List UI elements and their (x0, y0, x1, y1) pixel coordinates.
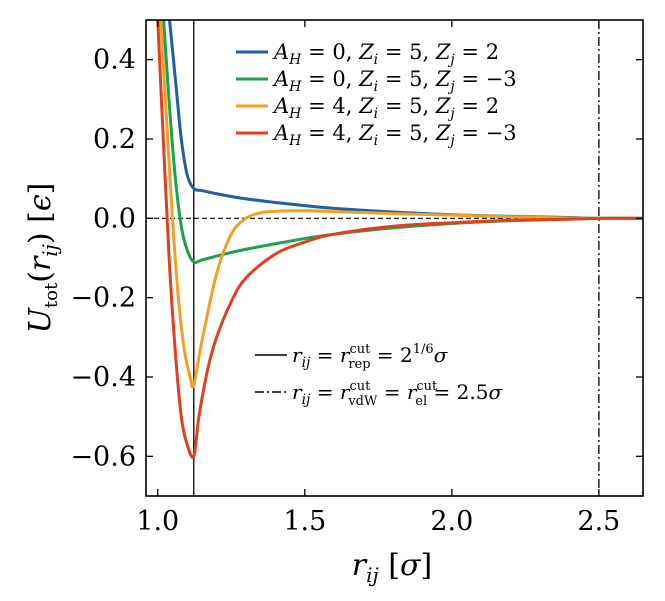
ref-label-repulsive-cutoff: rij = rcut rep = 21/6σ (292, 342, 449, 372)
x-tick-label: 1.0 (136, 506, 179, 537)
y-axis-label: Utot(rij) [ϵ] (23, 183, 62, 334)
legend-label-series-4: AH = 4, Zi = 5, Zj = −3 (272, 121, 517, 149)
y-tick-label: −0.6 (70, 441, 136, 472)
y-tick-label: −0.2 (70, 283, 136, 314)
legend-label-series-3: AH = 4, Zi = 5, Zj = 2 (272, 94, 499, 122)
plot-frame (145, 19, 644, 497)
y-tick-label: 0.2 (93, 124, 136, 155)
ref-label-cutoff-2-5: rij = rcut vdW = rcut el = 2.5σ (292, 379, 503, 409)
y-tick-label: 0.4 (93, 45, 136, 76)
x-axis-label: rij [σ] (352, 548, 432, 587)
x-tick-label: 1.5 (283, 506, 326, 537)
x-tick-label: 2.0 (430, 506, 473, 537)
legend: AH = 0, Zi = 5, Zj = 2 AH = 0, Zi = 5, Z… (236, 40, 517, 149)
series-line-4 (156, 20, 643, 459)
legend-label-series-2: AH = 0, Zi = 5, Zj = −3 (272, 67, 517, 95)
legend-label-series-1: AH = 0, Zi = 5, Zj = 2 (272, 40, 499, 68)
x-tick-label: 2.5 (577, 506, 620, 537)
reference-legend: rij = rcut rep = 21/6σ rij = rcut vdW = rc… (255, 342, 503, 409)
y-tick-label: −0.4 (70, 362, 136, 393)
y-tick-label: 0.0 (93, 203, 136, 234)
series-line-3 (159, 20, 643, 389)
